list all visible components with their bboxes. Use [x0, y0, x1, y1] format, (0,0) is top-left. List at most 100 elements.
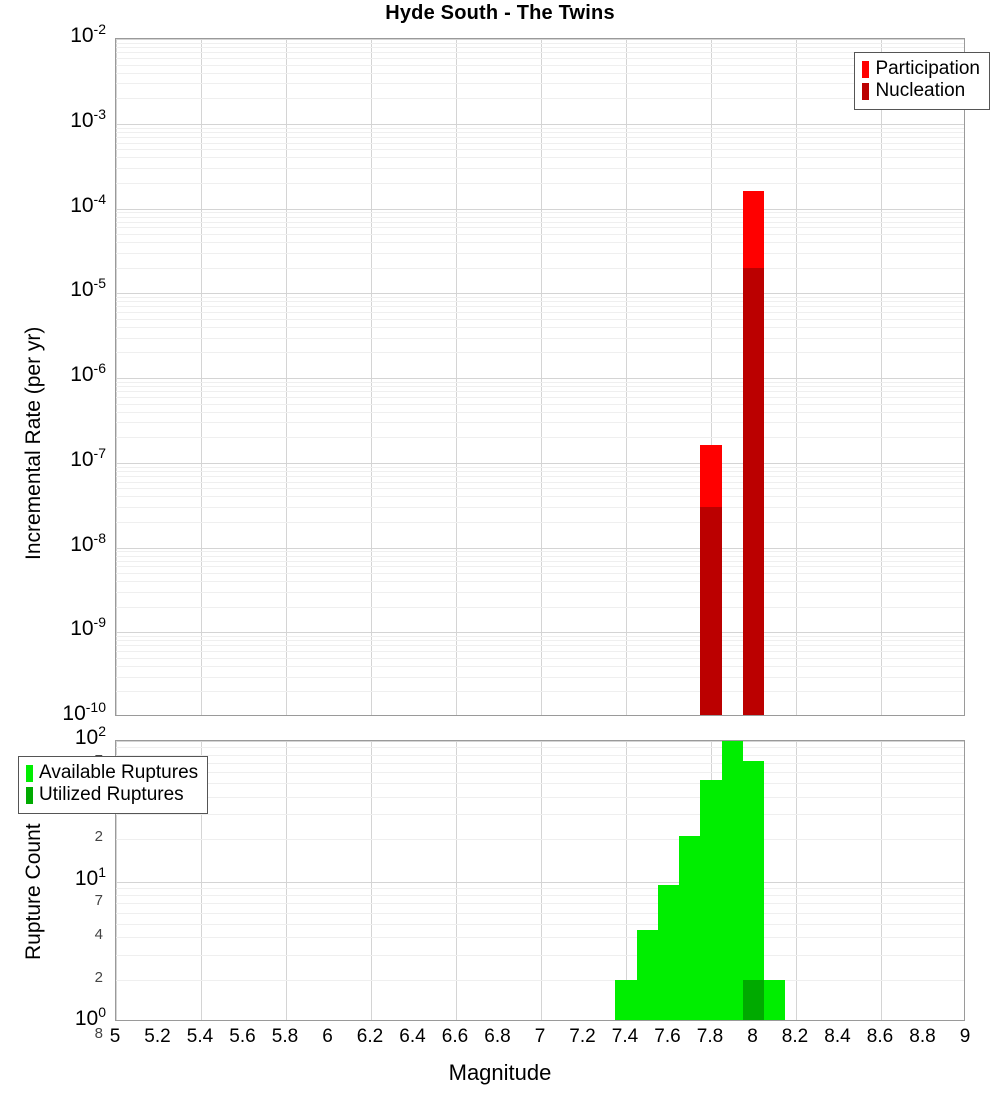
gridline-horizontal — [116, 131, 964, 133]
gridline-horizontal — [116, 149, 964, 151]
gridline-horizontal — [116, 391, 964, 393]
y-axis-title-top: Incremental Rate (per yr) — [22, 326, 45, 560]
legend-label-available-ruptures: Available Ruptures — [39, 762, 199, 783]
gridline-horizontal — [116, 52, 964, 54]
legend-label-utilized-ruptures: Utilized Ruptures — [39, 784, 184, 806]
legend-item[interactable]: Utilized Ruptures — [26, 784, 198, 806]
legend-incremental-rate: Participation Nucleation — [854, 52, 990, 110]
x-tick-label: 8.8 — [909, 1026, 936, 1047]
gridline-vertical — [371, 39, 372, 715]
gridline-horizontal — [116, 566, 964, 568]
gridline-horizontal — [116, 481, 964, 483]
x-tick-label: 6.4 — [399, 1026, 426, 1047]
gridline-horizontal — [116, 326, 964, 328]
y-tick-label-minor: 7 — [94, 892, 103, 910]
gridline-horizontal — [116, 242, 964, 244]
gridline-horizontal — [116, 814, 964, 816]
x-tick-label: 6.2 — [356, 1026, 384, 1047]
bar-nucleation — [742, 267, 765, 715]
y-tick-label: 10-10 — [62, 699, 106, 725]
gridline-horizontal — [116, 234, 964, 235]
gridline-horizontal — [116, 212, 964, 214]
gridline-horizontal — [116, 98, 964, 100]
x-tick-label: 6.8 — [484, 1026, 511, 1047]
y-axis-title-bottom: Rupture Count — [22, 823, 45, 960]
gridline-horizontal — [116, 573, 964, 574]
gridline-horizontal — [116, 127, 964, 129]
gridline-horizontal — [116, 881, 964, 883]
gridline-horizontal — [116, 754, 964, 756]
page-title: Hyde South - The Twins — [385, 2, 615, 24]
gridline-horizontal — [116, 301, 964, 303]
x-axis-title: Magnitude — [448, 1060, 552, 1085]
gridline-horizontal — [116, 216, 964, 218]
gridline-horizontal — [116, 123, 964, 125]
gridline-horizontal — [116, 337, 964, 339]
x-tick-label: 8.2 — [781, 1026, 809, 1047]
gridline-horizontal — [116, 306, 964, 308]
legend-item[interactable]: Available Ruptures — [26, 762, 198, 784]
gridline-horizontal — [116, 555, 964, 557]
gridline-horizontal — [116, 142, 964, 144]
legend-label-participation: Participation — [875, 58, 980, 79]
gridline-horizontal — [116, 386, 964, 388]
gridline-horizontal — [116, 937, 964, 939]
x-tick-label: 5.6 — [229, 1026, 256, 1047]
legend-swatch-available-ruptures — [26, 764, 33, 782]
gridline-horizontal — [116, 378, 964, 379]
x-tick-label: 5.2 — [144, 1026, 171, 1047]
incremental-rate-plot — [115, 38, 965, 716]
gridline-horizontal — [116, 741, 964, 742]
bar-available-ruptures — [721, 741, 743, 1020]
gridline-horizontal — [116, 83, 964, 85]
y-tick-label: 101 — [74, 863, 106, 890]
bar-available-ruptures — [700, 779, 722, 1020]
y-tick-label: 10-3 — [70, 105, 106, 132]
gridline-horizontal — [116, 422, 964, 424]
gridline-vertical — [201, 741, 202, 1020]
gridline-horizontal — [116, 747, 964, 749]
bar-nucleation — [700, 507, 722, 715]
gridline-horizontal — [116, 182, 964, 184]
gridline-horizontal — [116, 403, 964, 405]
legend-item[interactable]: Participation — [862, 58, 980, 80]
gridline-horizontal — [116, 772, 964, 774]
x-tick-label: 7 — [534, 1026, 546, 1047]
gridline-horizontal — [116, 640, 964, 642]
gridline-horizontal — [116, 651, 964, 653]
gridline-vertical — [626, 39, 627, 715]
gridline-horizontal — [116, 168, 964, 170]
gridline-horizontal — [116, 560, 964, 562]
gridline-horizontal — [116, 208, 964, 210]
bar-available-ruptures — [615, 979, 637, 1020]
gridline-horizontal — [116, 352, 964, 354]
gridline-horizontal — [116, 903, 964, 905]
legend-item[interactable]: Nucleation — [862, 80, 980, 102]
gridline-vertical — [541, 741, 542, 1020]
gridline-horizontal — [116, 293, 964, 295]
x-tick-label: 6 — [322, 1026, 333, 1047]
x-tick-label: 8.6 — [866, 1026, 894, 1047]
gridline-horizontal — [116, 979, 964, 981]
x-tick-label: 7.2 — [569, 1026, 596, 1047]
legend-swatch-utilized-ruptures — [26, 787, 33, 805]
gridline-vertical — [881, 741, 882, 1020]
legend-swatch-nucleation — [862, 83, 870, 101]
x-tick-label: 8.4 — [824, 1026, 851, 1047]
y-tick-label-minor: 2 — [94, 828, 103, 846]
x-tick-label: 7.8 — [696, 1026, 724, 1047]
legend-swatch-participation — [862, 60, 870, 78]
gridline-vertical — [116, 741, 117, 1020]
gridline-horizontal — [116, 466, 964, 468]
gridline-horizontal — [116, 606, 964, 608]
gridline-horizontal — [116, 381, 964, 383]
gridline-horizontal — [116, 227, 964, 229]
gridline-horizontal — [116, 488, 964, 490]
gridline-vertical — [881, 39, 882, 715]
gridline-horizontal — [116, 657, 964, 659]
gridline-vertical — [711, 39, 712, 715]
y-tick-label-minor: 2 — [94, 968, 103, 986]
y-tick-label: 10-7 — [70, 444, 106, 471]
gridline-horizontal — [116, 42, 964, 44]
gridline-vertical — [796, 39, 797, 715]
